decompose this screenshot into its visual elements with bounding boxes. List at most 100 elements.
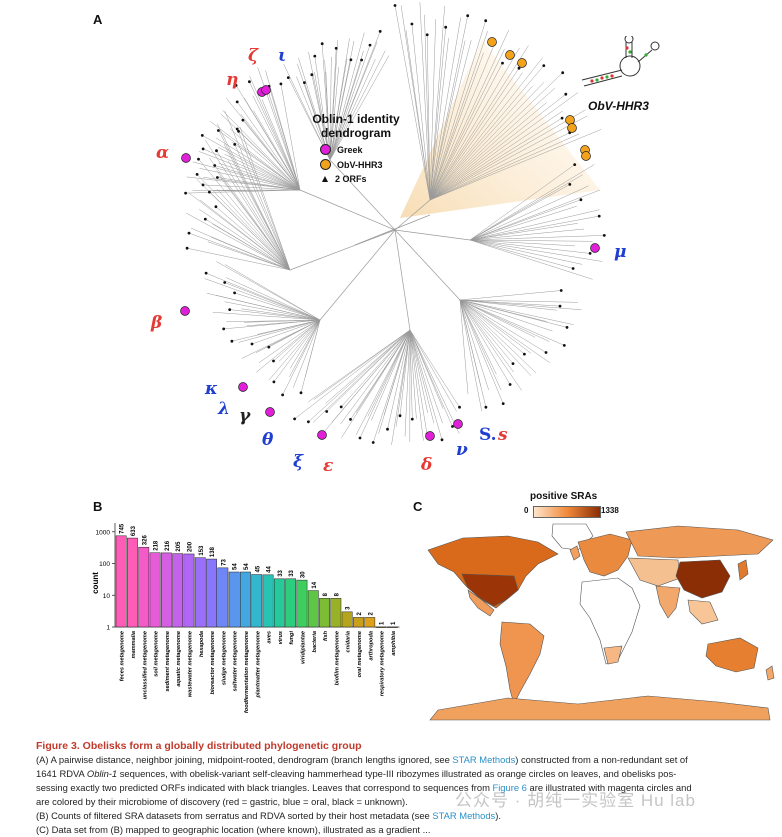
ribozyme-marker xyxy=(568,124,577,133)
greek-marker xyxy=(239,383,248,392)
clade-stem xyxy=(320,230,395,320)
leaf-branch xyxy=(324,330,410,432)
greek-marker xyxy=(181,307,190,316)
label-s: s xyxy=(498,425,508,445)
leaf-tip xyxy=(561,117,564,120)
caption-text: 1641 RDVA xyxy=(36,768,87,779)
clade-stem xyxy=(290,230,395,270)
leaf-tip xyxy=(573,163,576,166)
bar xyxy=(139,547,149,627)
star-methods-link-2[interactable]: STAR Methods xyxy=(432,810,495,821)
value-label: 2 xyxy=(357,611,363,615)
leaf-branch xyxy=(325,330,410,404)
leaf-tip xyxy=(386,428,389,431)
leaf-tip xyxy=(349,418,352,421)
x-tick-label: feces metagenome xyxy=(120,631,126,681)
value-label: 33 xyxy=(278,569,284,576)
leaf-tip xyxy=(202,148,205,151)
panel-label-c: C xyxy=(413,499,422,514)
leaf-tip xyxy=(216,176,219,179)
leaf-tip xyxy=(360,59,363,62)
leaf-tip xyxy=(310,73,313,76)
x-tick-label: sludge metagenome xyxy=(221,631,227,685)
bar xyxy=(184,554,194,627)
leaf-tip xyxy=(215,149,218,152)
clade-stem xyxy=(300,190,395,230)
leaf-tip xyxy=(572,267,575,270)
leaf-tip xyxy=(441,438,444,441)
star-methods-link[interactable]: STAR Methods xyxy=(452,754,515,765)
bar xyxy=(319,598,329,627)
x-tick-label: unclassified metagenome xyxy=(142,631,148,699)
ribozyme-marker xyxy=(518,59,527,68)
x-tick-label: hexapoda xyxy=(199,631,205,657)
leaf-branch xyxy=(410,330,459,434)
label-zeta: ζ xyxy=(248,46,258,66)
y-tick-label: 1000 xyxy=(96,529,111,536)
leaf-tip xyxy=(233,143,236,146)
leaf-branch xyxy=(341,330,410,438)
leaf-tip xyxy=(215,205,218,208)
leaf-branch xyxy=(460,300,514,372)
value-label: 1 xyxy=(391,621,397,625)
leaf-tip xyxy=(248,80,251,83)
map-new-zealand xyxy=(766,666,774,680)
leaf-branch xyxy=(250,76,300,190)
greek-marker xyxy=(591,244,600,253)
x-tick-label: fungi xyxy=(289,631,295,645)
leaf-tip xyxy=(287,76,290,79)
leaf-tip xyxy=(307,420,310,423)
value-label: 745 xyxy=(120,523,126,534)
leaf-tip xyxy=(501,62,504,65)
caption-text: ). xyxy=(495,810,501,821)
x-tick-label: amphibia xyxy=(391,631,397,656)
leaf-tip xyxy=(458,406,461,409)
value-label: 218 xyxy=(154,540,160,551)
value-label: 8 xyxy=(334,592,340,596)
caption-italic: Oblin-1 xyxy=(87,768,117,779)
value-label: 205 xyxy=(176,541,182,552)
leaf-tip xyxy=(379,30,382,33)
map-europe xyxy=(578,534,632,576)
label-theta: θ xyxy=(262,430,273,450)
leaf-tip xyxy=(369,44,372,47)
x-tick-label: mammalia xyxy=(131,631,137,658)
triangle-icon xyxy=(322,176,328,182)
label-iota: ι xyxy=(278,46,286,66)
x-tick-label: fish xyxy=(323,630,329,641)
leaf-branch xyxy=(226,278,320,321)
label-xi: ξ xyxy=(293,452,303,472)
leaf-tip xyxy=(201,134,204,137)
map-south-america xyxy=(500,622,544,704)
leaf-branch xyxy=(410,330,457,412)
leaf-tip xyxy=(444,26,447,29)
bar xyxy=(116,536,126,627)
leaf-tip xyxy=(222,328,225,331)
value-label: 54 xyxy=(244,563,250,570)
leaf-tip xyxy=(411,418,414,421)
value-label: 54 xyxy=(233,563,239,570)
label-epsilon: ε xyxy=(323,456,333,476)
bar xyxy=(376,627,386,628)
leaf-tip xyxy=(184,192,187,195)
leaf-branch xyxy=(313,330,410,423)
value-label: 14 xyxy=(312,581,318,588)
bar xyxy=(240,572,250,627)
map-usa xyxy=(462,574,518,606)
leaf-branch xyxy=(360,330,410,438)
x-tick-label: biofilm metagenome xyxy=(334,631,340,685)
bar xyxy=(206,559,216,627)
leaf-branch xyxy=(470,240,590,253)
greek-marker xyxy=(426,432,435,441)
x-tick-label: soil metagenome xyxy=(154,631,160,677)
leaf-tip xyxy=(512,362,515,365)
leaf-tip xyxy=(580,198,583,201)
clade-stem xyxy=(395,230,470,240)
bar xyxy=(161,553,171,627)
leaf-tip xyxy=(202,184,205,187)
x-tick-label: sediment metagenome xyxy=(165,631,171,692)
leaf-branch xyxy=(197,180,290,271)
leaf-tip xyxy=(325,410,328,413)
leaf-tip xyxy=(394,4,397,7)
x-tick-label: respiratory metagenome xyxy=(380,631,386,696)
